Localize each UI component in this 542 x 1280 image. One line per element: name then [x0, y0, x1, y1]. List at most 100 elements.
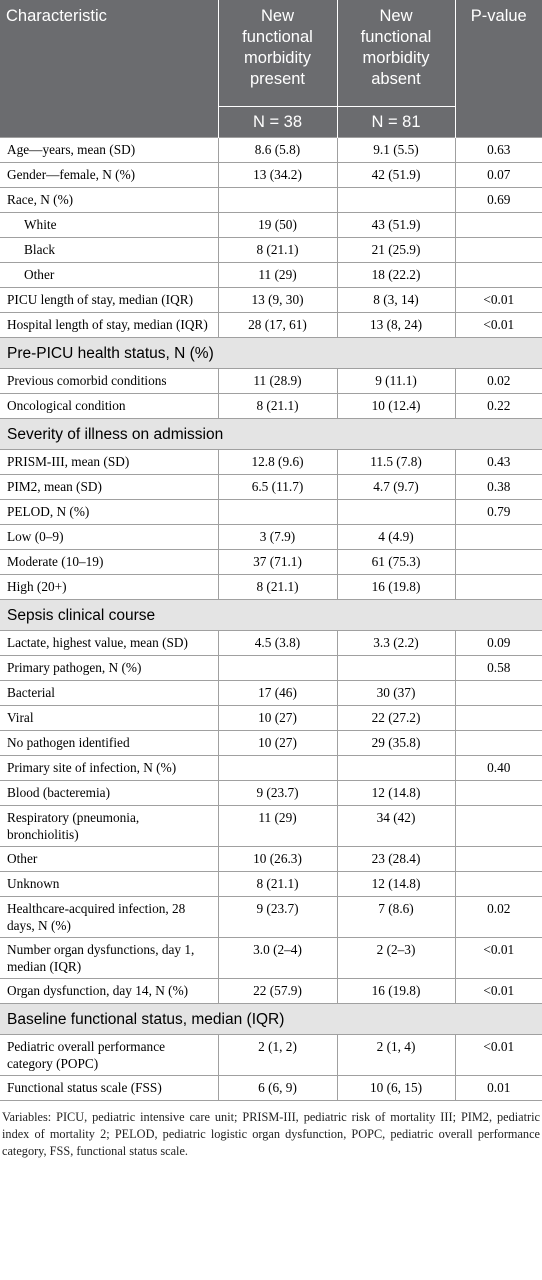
footnote: Variables: PICU, pediatric intensive car…	[2, 1110, 540, 1158]
cell: 9 (11.1)	[336, 368, 456, 394]
table-row: Moderate (10–19) 37 (71.1) 61 (75.3)	[0, 549, 542, 575]
cell	[454, 549, 542, 575]
cell: 8.6 (5.8)	[217, 137, 338, 163]
cell: 0.02	[454, 368, 542, 394]
row-label: White	[0, 212, 219, 238]
cell: <0.01	[454, 287, 542, 313]
cell: 0.79	[454, 499, 542, 525]
table-row: Age—years, mean (SD) 8.6 (5.8) 9.1 (5.5) 0.…	[0, 137, 542, 163]
cell: 23 (28.4)	[336, 846, 456, 872]
cell: 0.43	[454, 449, 542, 475]
cell	[454, 262, 542, 288]
cell: 2 (2–3)	[336, 937, 456, 979]
cell	[454, 805, 542, 847]
row-label: Bacterial	[0, 680, 219, 706]
cell: 0.40	[454, 755, 542, 781]
section-title: Baseline functional status, median (IQR)	[0, 1003, 542, 1035]
cell: 34 (42)	[336, 805, 456, 847]
row-label: Other	[0, 846, 219, 872]
cell	[217, 187, 338, 213]
row-label: No pathogen identified	[0, 730, 219, 756]
row-label: PICU length of stay, median (IQR)	[0, 287, 219, 313]
cell	[217, 499, 338, 525]
cell: 11 (29)	[217, 805, 338, 847]
table-row: Number organ dysfunctions, day 1, median…	[0, 937, 542, 979]
row-label: Respiratory (pneumonia, bronchiolitis)	[0, 805, 219, 847]
cell: 13 (9, 30)	[217, 287, 338, 313]
cell: 3.3 (2.2)	[336, 630, 456, 656]
table-row: Previous comorbid conditions 11 (28.9) 9 (…	[0, 368, 542, 394]
cell: 9 (23.7)	[217, 780, 338, 806]
row-label: Hospital length of stay, median (IQR)	[0, 312, 219, 338]
cell: 16 (19.8)	[336, 978, 456, 1004]
row-label: Other	[0, 262, 219, 288]
column-header: P-value	[454, 0, 542, 138]
row-label: PELOD, N (%)	[0, 499, 219, 525]
row-label: Moderate (10–19)	[0, 549, 219, 575]
table-row: Race, N (%) 0.69	[0, 187, 542, 213]
cell	[454, 212, 542, 238]
table-row: Viral 10 (27) 22 (27.2)	[0, 705, 542, 731]
cell: 10 (27)	[217, 730, 338, 756]
row-label: PRISM-III, mean (SD)	[0, 449, 219, 475]
row-label: Primary pathogen, N (%)	[0, 655, 219, 681]
cell: 28 (17, 61)	[217, 312, 338, 338]
table-row: PICU length of stay, median (IQR) 13 (9, …	[0, 287, 542, 313]
cell	[454, 524, 542, 550]
cell: 10 (12.4)	[336, 393, 456, 419]
n-header: N = 81	[336, 106, 456, 138]
cell: 2 (1, 2)	[217, 1034, 338, 1076]
row-label: Primary site of infection, N (%)	[0, 755, 219, 781]
header-row: N = 38 N = 81	[0, 106, 542, 138]
table-row: Pediatric overall performance category (…	[0, 1034, 542, 1076]
cell: 9 (23.7)	[217, 896, 338, 938]
table-row: Hospital length of stay, median (IQR) 28 …	[0, 312, 542, 338]
row-label: Healthcare-acquired infection, 28 days, …	[0, 896, 219, 938]
cell: 8 (21.1)	[217, 237, 338, 263]
cell: 43 (51.9)	[336, 212, 456, 238]
cell	[454, 780, 542, 806]
table-row: Blood (bacteremia) 9 (23.7) 12 (14.8)	[0, 780, 542, 806]
table-row: Oncological condition 8 (21.1) 10 (12.4) 0.…	[0, 393, 542, 419]
section-row: Pre-PICU health status, N (%)	[0, 337, 542, 369]
cell: 3.0 (2–4)	[217, 937, 338, 979]
cell: 29 (35.8)	[336, 730, 456, 756]
cell: <0.01	[454, 937, 542, 979]
cell: 22 (57.9)	[217, 978, 338, 1004]
section-row: Baseline functional status, median (IQR)	[0, 1003, 542, 1035]
table-row: No pathogen identified 10 (27) 29 (35.8)	[0, 730, 542, 756]
table-row: Bacterial 17 (46) 30 (37)	[0, 680, 542, 706]
cell: 6 (6, 9)	[217, 1075, 338, 1101]
data-table: Characteristic New functional morbidity …	[0, 0, 542, 1101]
cell	[454, 871, 542, 897]
cell	[454, 680, 542, 706]
row-label: Pediatric overall performance category (…	[0, 1034, 219, 1076]
cell: 12.8 (9.6)	[217, 449, 338, 475]
table-row: Gender—female, N (%) 13 (34.2) 42 (51.9) 0.…	[0, 162, 542, 188]
table-row: Other 10 (26.3) 23 (28.4)	[0, 846, 542, 872]
cell: 0.22	[454, 393, 542, 419]
cell: 0.38	[454, 474, 542, 500]
table-row: Organ dysfunction, day 14, N (%) 22 (57.9…	[0, 978, 542, 1004]
table-row: Black 8 (21.1) 21 (25.9)	[0, 237, 542, 263]
table-row: Respiratory (pneumonia, bronchiolitis) 11…	[0, 805, 542, 847]
table-row: High (20+) 8 (21.1) 16 (19.8)	[0, 574, 542, 600]
table-row: PRISM-III, mean (SD) 12.8 (9.6) 11.5 (7.8)…	[0, 449, 542, 475]
cell: 22 (27.2)	[336, 705, 456, 731]
cell: 11 (29)	[217, 262, 338, 288]
section-title: Sepsis clinical course	[0, 599, 542, 631]
cell: 3 (7.9)	[217, 524, 338, 550]
cell	[454, 846, 542, 872]
cell	[336, 499, 456, 525]
table-row: Healthcare-acquired infection, 28 days, …	[0, 896, 542, 938]
cell: 8 (21.1)	[217, 871, 338, 897]
cell: 4 (4.9)	[336, 524, 456, 550]
cell: 37 (71.1)	[217, 549, 338, 575]
cell	[336, 655, 456, 681]
cell: 0.02	[454, 896, 542, 938]
section-title: Pre-PICU health status, N (%)	[0, 337, 542, 369]
cell: 8 (3, 14)	[336, 287, 456, 313]
row-label: PIM2, mean (SD)	[0, 474, 219, 500]
cell: 4.7 (9.7)	[336, 474, 456, 500]
